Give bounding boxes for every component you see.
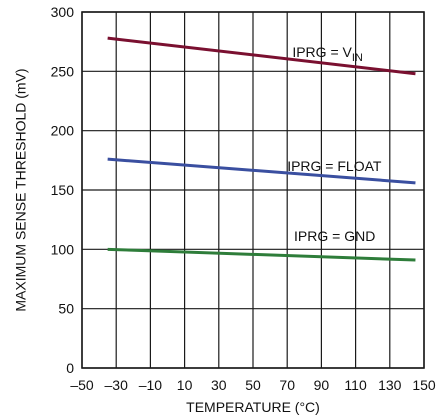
- x-tick-label: 30: [211, 377, 227, 393]
- x-tick-label: 50: [245, 377, 261, 393]
- y-tick-label: 250: [51, 63, 75, 79]
- x-tick-label: 150: [412, 377, 436, 393]
- y-tick-label: 0: [66, 360, 74, 376]
- y-tick-label: 300: [51, 4, 75, 20]
- series-line-2: [107, 247, 416, 262]
- y-tick-labels: 0 50 100 150 200 250 300: [51, 4, 75, 376]
- x-tick-label: –30: [105, 377, 129, 393]
- grid: [81, 11, 425, 369]
- x-axis-label: TEMPERATURE (°C): [186, 399, 320, 415]
- y-axis-label: MAXIMUM SENSE THRESHOLD (mV): [13, 68, 29, 311]
- series-line-0: [107, 36, 416, 76]
- series-lines: [107, 36, 416, 262]
- x-tick-label: 110: [344, 377, 367, 393]
- x-tick-label: 130: [378, 377, 402, 393]
- series-label-1: IPRG = FLOAT: [287, 158, 382, 174]
- x-tick-label: 90: [314, 377, 330, 393]
- series-line-1: [107, 157, 416, 185]
- x-tick-label: –10: [139, 377, 163, 393]
- plot-frame: [81, 11, 425, 369]
- x-tick-label: 10: [177, 377, 193, 393]
- y-tick-label: 150: [51, 182, 75, 198]
- y-tick-label: 100: [51, 241, 75, 257]
- x-tick-labels: –50 –30 –10 10 30 50 70 90 110 130 150: [70, 377, 436, 393]
- y-tick-label: 50: [58, 301, 74, 317]
- x-tick-label: –50: [70, 377, 94, 393]
- series-label-2: IPRG = GND: [294, 228, 375, 244]
- y-tick-label: 200: [51, 123, 75, 139]
- series-labels: IPRG = VIN IPRG = FLOAT IPRG = GND: [287, 44, 382, 244]
- series-label-0: IPRG = VIN: [292, 44, 363, 64]
- x-tick-label: 70: [279, 377, 295, 393]
